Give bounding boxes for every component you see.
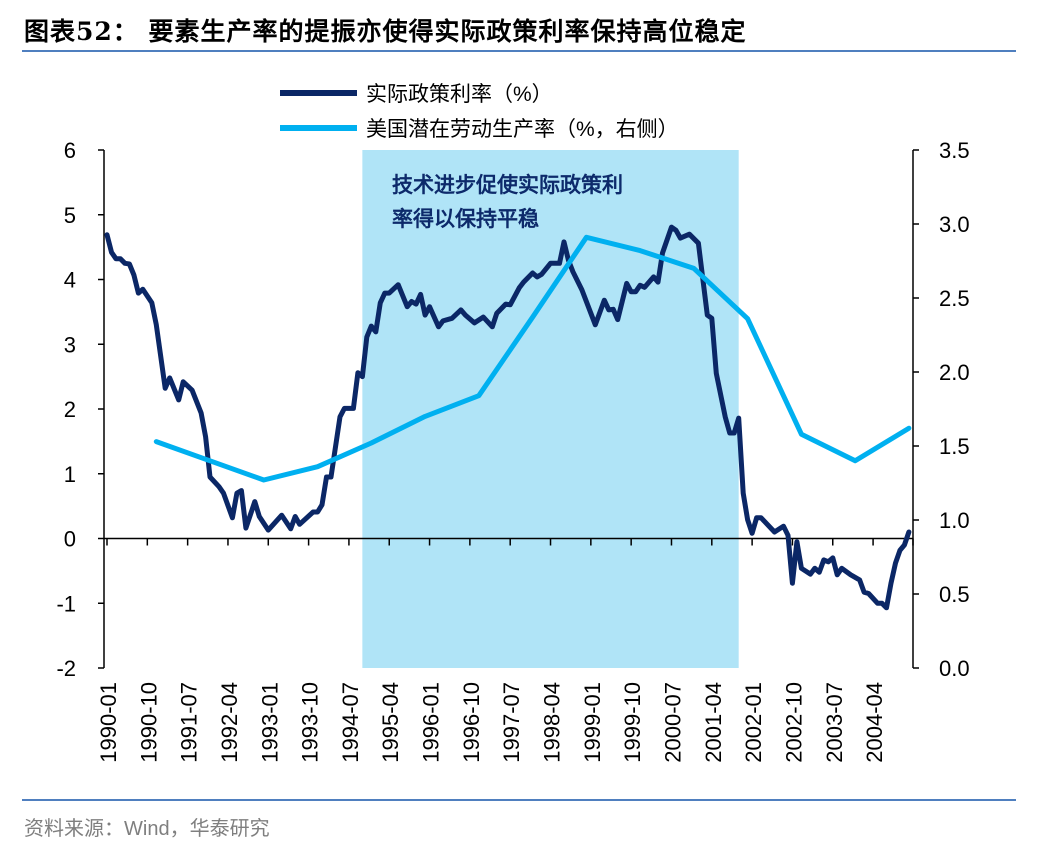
- x-axis-tick-label: 1995-04: [378, 682, 403, 763]
- left-axis-tick-label: 1: [64, 462, 76, 487]
- right-axis-tick-label: 0.0: [939, 656, 970, 681]
- x-axis-tick-label: 2003-07: [822, 682, 847, 763]
- x-axis-tick-label: 1993-01: [257, 682, 282, 763]
- left-axis-tick-label: 2: [64, 397, 76, 422]
- series-line-productivity: [153, 234, 912, 483]
- x-axis-tick-label: 2000-07: [660, 682, 685, 763]
- right-axis-tick-label: 1.5: [939, 434, 970, 459]
- annotation-line-1: 技术进步促使实际政策利: [392, 172, 623, 197]
- x-axis-tick-label: 1997-07: [499, 682, 524, 763]
- right-axis-tick-label: 1.0: [939, 508, 970, 533]
- x-axis-tick-label: 1996-01: [419, 682, 444, 763]
- left-axis-tick-label: 0: [64, 527, 76, 552]
- x-axis-tick-label: 1996-10: [459, 682, 484, 763]
- x-axis-tick-label: 2002-01: [741, 682, 766, 763]
- title-divider: [22, 50, 1016, 52]
- x-axis-tick-label: 1990-10: [136, 682, 161, 763]
- left-axis-tick-label: 5: [64, 203, 76, 228]
- left-axis-tick-label: 6: [64, 138, 76, 163]
- left-axis-tick-label: 4: [64, 268, 76, 293]
- footer-divider: [22, 799, 1016, 801]
- x-axis-tick-label: 1994-07: [338, 682, 363, 763]
- x-axis-tick-label: 2001-04: [701, 682, 726, 763]
- x-axis-tick-label: 1999-01: [580, 682, 605, 763]
- x-axis-tick-label: 1993-10: [298, 682, 323, 763]
- x-axis-tick-label: 1998-04: [540, 682, 565, 763]
- x-axis-tick-label: 1999-10: [620, 682, 645, 763]
- left-axis-tick-label: 3: [64, 332, 76, 357]
- x-axis-tick-label: 2002-10: [781, 682, 806, 763]
- series-line-real-policy-rate: [104, 224, 912, 611]
- x-axis-tick-label: 2004-04: [862, 682, 887, 763]
- left-axis-tick-label: -2: [56, 656, 76, 681]
- right-axis-tick-label: 2.0: [939, 360, 970, 385]
- highlight-band: [362, 150, 739, 668]
- annotation-line-2: 率得以保持平稳: [392, 206, 539, 231]
- right-axis-tick-label: 3.5: [939, 138, 970, 163]
- chart-title: 图表52： 要素生产率的提振亦使得实际政策利率保持高位稳定: [24, 17, 747, 46]
- legend-label-productivity: 美国潜在劳动生产率（%，右侧）: [366, 118, 679, 141]
- right-axis-tick-label: 0.5: [939, 582, 970, 607]
- legend-label-real-policy-rate: 实际政策利率（%）: [366, 83, 553, 106]
- right-axis-tick-label: 3.0: [939, 212, 970, 237]
- right-axis-tick-label: 2.5: [939, 286, 970, 311]
- left-axis-tick-label: -1: [56, 591, 76, 616]
- x-axis-tick-label: 1990-01: [96, 682, 121, 763]
- source-note: 资料来源：Wind，华泰研究: [24, 818, 270, 840]
- x-axis-tick-label: 1992-04: [217, 682, 242, 763]
- x-axis-tick-label: 1991-07: [177, 682, 202, 763]
